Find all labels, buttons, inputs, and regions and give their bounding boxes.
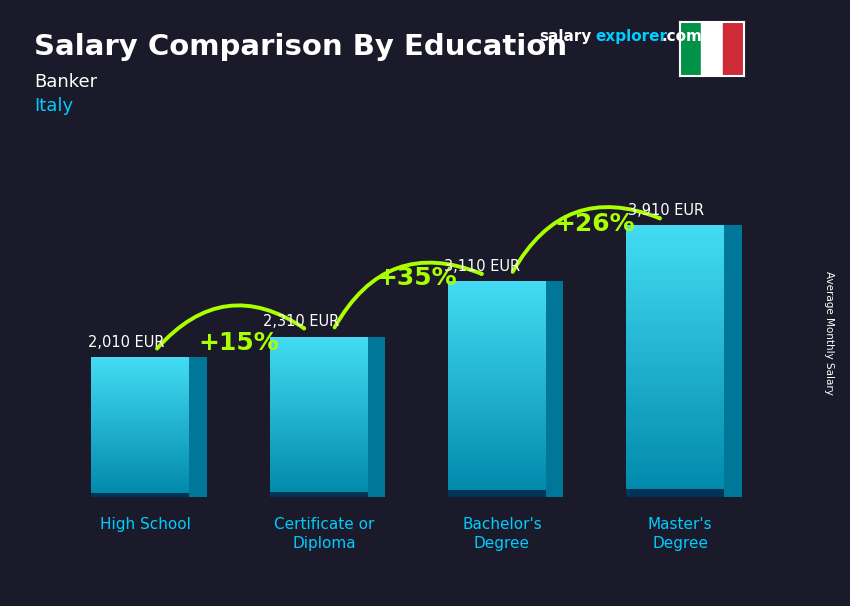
Text: salary: salary xyxy=(540,29,592,44)
Polygon shape xyxy=(367,336,385,497)
FancyArrowPatch shape xyxy=(335,262,482,327)
Text: 3,910 EUR: 3,910 EUR xyxy=(628,203,704,218)
Text: 3,110 EUR: 3,110 EUR xyxy=(445,259,520,274)
Text: +15%: +15% xyxy=(198,331,279,355)
Text: Average Monthly Salary: Average Monthly Salary xyxy=(824,271,834,395)
Text: explorer: explorer xyxy=(595,29,667,44)
Bar xyxy=(701,22,722,76)
Text: .com: .com xyxy=(661,29,702,44)
Bar xyxy=(680,22,701,76)
Text: High School: High School xyxy=(100,517,191,532)
FancyArrowPatch shape xyxy=(157,305,304,348)
Polygon shape xyxy=(723,225,741,497)
Text: Bachelor's
Degree: Bachelor's Degree xyxy=(462,517,541,550)
Text: 2,310 EUR: 2,310 EUR xyxy=(263,314,339,329)
Bar xyxy=(722,22,744,76)
Text: Certificate or
Diploma: Certificate or Diploma xyxy=(274,517,374,550)
Polygon shape xyxy=(190,358,207,497)
Text: Banker: Banker xyxy=(34,73,97,91)
Text: +26%: +26% xyxy=(554,212,635,236)
Text: Salary Comparison By Education: Salary Comparison By Education xyxy=(34,33,567,61)
Polygon shape xyxy=(546,281,564,497)
Text: Italy: Italy xyxy=(34,97,73,115)
FancyArrowPatch shape xyxy=(513,207,660,272)
Text: +35%: +35% xyxy=(377,266,456,290)
Text: 2,010 EUR: 2,010 EUR xyxy=(88,335,164,350)
Text: Master's
Degree: Master's Degree xyxy=(648,517,712,550)
